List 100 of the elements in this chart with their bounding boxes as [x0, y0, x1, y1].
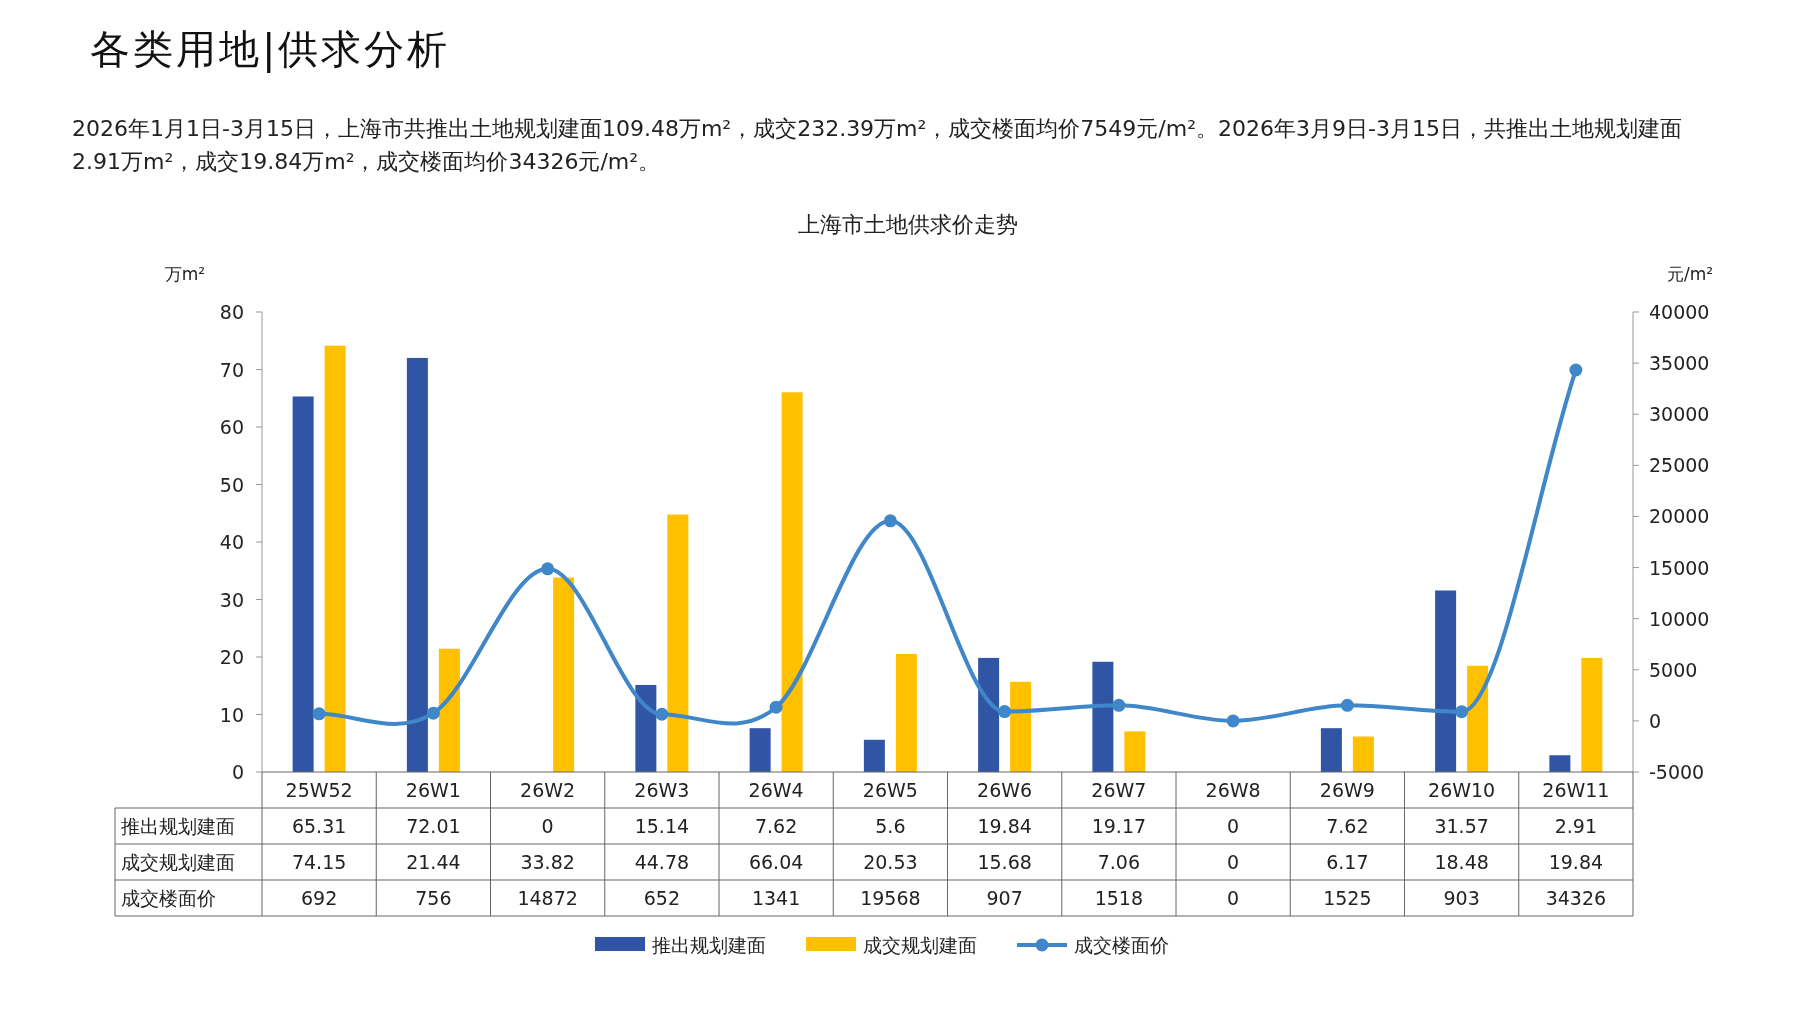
data-label: 1518: [1094, 887, 1144, 909]
point: [883, 514, 897, 528]
data-label: 6.17: [1326, 851, 1369, 873]
point: [1340, 698, 1354, 712]
data-label: 0: [541, 815, 554, 837]
data-label: 65.31: [291, 815, 347, 837]
data-label: 34326: [1545, 887, 1607, 909]
data-label: 5.6: [875, 815, 906, 837]
data-label: 7.62: [1326, 815, 1369, 837]
x-tick-label: 26W1: [405, 779, 461, 801]
text: 推出规划建面: [121, 815, 235, 837]
bar: [553, 577, 575, 772]
y-tick-label: 30: [219, 588, 244, 611]
point: [312, 707, 326, 721]
bar: [438, 648, 460, 772]
point: [426, 706, 440, 720]
bar: [1467, 665, 1489, 772]
x-tick-label: 26W7: [1091, 779, 1147, 801]
data-label: 19.84: [1548, 851, 1604, 873]
text: 各类用地|供求分析: [90, 25, 451, 75]
bar: [324, 345, 346, 772]
y2-tick-label: 40000: [1649, 301, 1710, 323]
x-tick-label: 25W52: [285, 779, 353, 801]
y-tick-label: 40: [219, 531, 244, 553]
data-label: 907: [986, 887, 1023, 909]
y-tick-label: 20: [219, 646, 244, 668]
data-label: 0: [1227, 851, 1240, 873]
data-label: 21.44: [406, 851, 461, 873]
legend-label: 推出规划建面: [652, 934, 766, 956]
legend-label: 成交楼面价: [1074, 934, 1169, 956]
chart-title: 上海市土地供求价走势: [797, 212, 1018, 237]
text: 成交规划建面: [121, 851, 235, 873]
x-tick-label: 26W6: [977, 779, 1033, 801]
data-label: 903: [1443, 887, 1480, 909]
bar: [749, 728, 771, 772]
x-tick-label: 26W8: [1205, 779, 1261, 801]
bar: [1320, 728, 1342, 772]
data-label: 2.91: [1554, 815, 1598, 837]
y2-tick-label: 10000: [1649, 607, 1710, 630]
data-label: 0: [1227, 887, 1240, 909]
data-label: 15.68: [977, 851, 1032, 873]
data-label: 7.06: [1097, 851, 1141, 873]
data-label: 44.78: [634, 851, 690, 873]
data-label: 652: [643, 887, 681, 909]
data-label: 19568: [860, 887, 921, 909]
bar: [667, 514, 689, 772]
y2-tick-label: 5000: [1649, 658, 1698, 681]
x-tick-label: 26W3: [634, 779, 690, 801]
data-label: 31.57: [1434, 815, 1489, 837]
x-tick-label: 26W2: [520, 779, 576, 801]
text: 成交楼面价: [121, 887, 216, 909]
legend-label: 成交规划建面: [863, 934, 977, 956]
bar: [895, 653, 917, 772]
data-label: 20.53: [863, 851, 918, 873]
bar: [1581, 657, 1603, 772]
point: [655, 707, 669, 721]
bar: [1010, 681, 1032, 772]
y-tick-label: 10: [219, 703, 244, 726]
bar: [292, 396, 314, 772]
data-label: 0: [1227, 815, 1240, 837]
point: [1569, 363, 1583, 377]
point: [769, 700, 783, 714]
bar: [1092, 661, 1114, 772]
data-label: 18.48: [1434, 851, 1489, 873]
bar: [1352, 736, 1374, 772]
x-tick-label: 26W4: [748, 779, 804, 801]
data-label: 19.17: [1091, 815, 1147, 837]
point: [1455, 705, 1469, 719]
data-label: 33.82: [520, 851, 575, 873]
y2-tick-label: 30000: [1649, 403, 1710, 426]
data-label: 7.62: [754, 815, 798, 837]
x-tick-label: 26W10: [1428, 779, 1496, 801]
x-tick-label: 26W9: [1319, 779, 1375, 801]
bar: [781, 392, 803, 772]
bar: [406, 357, 428, 772]
y2-tick-label: 15000: [1649, 556, 1710, 579]
y-tick-label: 50: [219, 473, 244, 496]
x-tick-label: 26W5: [862, 779, 918, 801]
y2-tick-label: 25000: [1649, 454, 1710, 477]
data-label: 756: [415, 887, 452, 909]
y-tick-label: 60: [219, 416, 244, 438]
x-tick-label: 26W11: [1542, 779, 1610, 801]
y-tick-label: 0: [231, 761, 244, 783]
point: [998, 705, 1012, 719]
point: [541, 562, 555, 576]
point: [1112, 698, 1126, 712]
bar: [863, 739, 885, 772]
y2-axis-title: 元/m²: [1666, 264, 1714, 284]
y2-tick-label: -5000: [1649, 761, 1705, 783]
data-label: 15.14: [634, 815, 690, 837]
point: [1226, 714, 1240, 728]
data-label: 1525: [1323, 887, 1372, 909]
data-label: 72.01: [406, 815, 461, 837]
data-label: 14872: [517, 887, 578, 909]
y-axis-title: 万m²: [164, 264, 206, 284]
bar: [978, 657, 1000, 772]
data-label: 19.84: [977, 815, 1032, 837]
data-label: 692: [300, 887, 338, 909]
bar: [1124, 731, 1146, 772]
data-label: 1341: [751, 887, 801, 909]
